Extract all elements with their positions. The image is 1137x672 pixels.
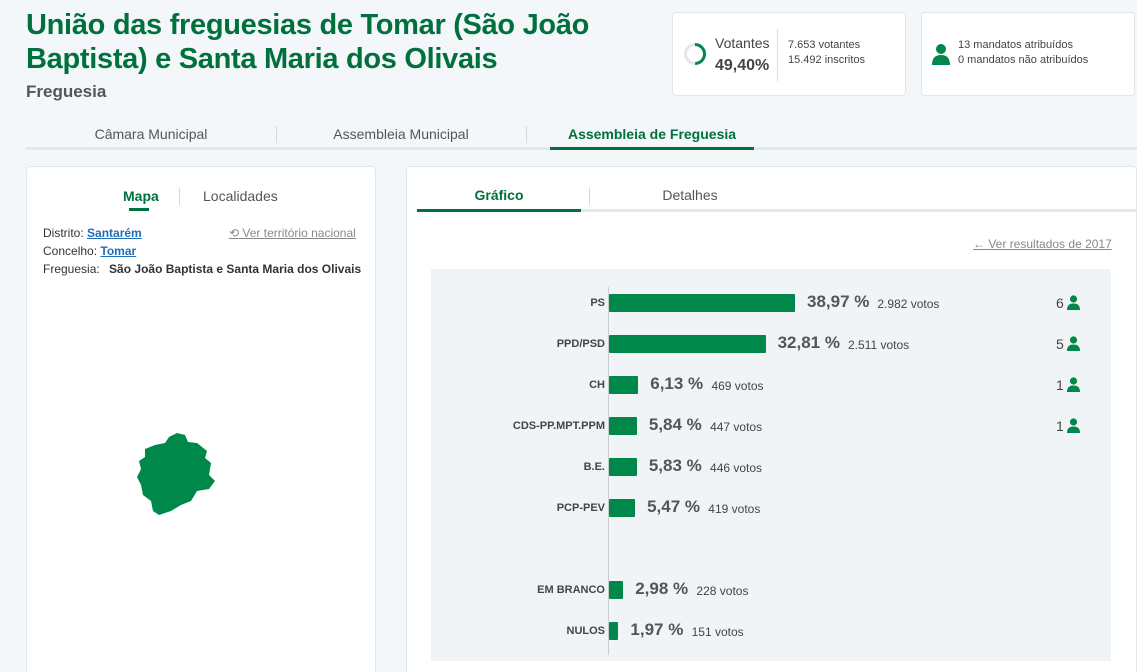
mandates-assigned: 13 mandatos atribuídos	[958, 39, 1073, 51]
person-icon	[932, 44, 950, 65]
parish-label: Freguesia:	[43, 262, 100, 276]
party-label: EM BRANCO	[537, 584, 605, 596]
parish-value: São João Baptista e Santa Maria dos Oliv…	[109, 262, 362, 276]
result-bar[interactable]	[609, 294, 795, 312]
tab-divider	[179, 188, 180, 205]
map-panel: Mapa Localidades Distrito: Santarém ⟲ Ve…	[26, 166, 376, 672]
parish-row: Freguesia: São João Baptista e Santa Mar…	[43, 262, 361, 276]
election-tabs: Câmara Municipal Assembleia Municipal As…	[26, 120, 1137, 150]
tab-divider	[276, 126, 277, 143]
active-tab-indicator	[417, 209, 581, 212]
turnout-divider	[777, 29, 778, 81]
result-bar[interactable]	[609, 335, 766, 353]
votes-label: 469 votos	[711, 379, 764, 393]
party-label: CDS-PP.MPT.PPM	[512, 420, 605, 432]
party-label: PCP-PEV	[556, 502, 605, 514]
tab-camara-municipal[interactable]: Câmara Municipal	[94, 126, 208, 142]
turnout-ring-icon	[684, 43, 706, 65]
municipality-row: Concelho: Tomar	[43, 244, 136, 258]
person-icon	[1067, 295, 1080, 310]
voters-count: 7.653 votantes	[788, 39, 861, 51]
tab-assembleia-freguesia[interactable]: Assembleia de Freguesia	[567, 126, 737, 142]
municipality-link[interactable]: Tomar	[100, 244, 137, 258]
votes-label: 228 votos	[696, 584, 749, 598]
mandates-count: 1	[1056, 418, 1064, 434]
result-bar[interactable]	[609, 499, 636, 517]
result-bar[interactable]	[609, 622, 619, 640]
votes-label: 446 votos	[710, 461, 763, 475]
person-icon	[1067, 377, 1080, 392]
percent-label: 5,84 %	[648, 415, 702, 434]
party-label: PS	[590, 297, 605, 309]
result-bar[interactable]	[609, 581, 624, 599]
mandates-count: 5	[1056, 336, 1064, 352]
votes-label: 447 votos	[710, 420, 763, 434]
national-territory-label: Ver território nacional	[242, 226, 356, 240]
votes-label: 419 votos	[708, 502, 761, 516]
results-tabs: Gráfico Detalhes	[417, 177, 1137, 212]
district-link[interactable]: Santarém	[87, 226, 142, 240]
tab-assembleia-municipal[interactable]: Assembleia Municipal	[333, 126, 469, 142]
percent-label: 32,81 %	[777, 333, 840, 352]
chart-axis	[608, 287, 609, 655]
district-label: Distrito:	[43, 226, 84, 240]
page-subtitle: Freguesia	[26, 82, 107, 101]
undo-icon: ⟲	[229, 226, 240, 240]
parish-map-shape[interactable]	[135, 431, 221, 517]
page-title: União das freguesias de Tomar (São João …	[26, 9, 590, 75]
percent-label: 1,97 %	[630, 620, 684, 639]
district-row: Distrito: Santarém	[43, 226, 142, 240]
active-tab-indicator	[129, 208, 149, 211]
turnout-percent: 49,40%	[715, 57, 770, 74]
mandates-count: 6	[1056, 295, 1064, 311]
active-tab-indicator	[550, 147, 754, 150]
party-label: B.E.	[583, 461, 605, 473]
percent-label: 6,13 %	[650, 374, 704, 393]
percent-label: 5,83 %	[648, 456, 702, 475]
national-territory-link[interactable]: ⟲ Ver território nacional	[229, 226, 356, 240]
mandates-unassigned: 0 mandatos não atribuídos	[958, 54, 1089, 66]
municipality-label: Concelho:	[43, 244, 98, 258]
percent-label: 5,47 %	[647, 497, 701, 516]
turnout-card: Votantes 49,40% 7.653 votantes 15.492 in…	[672, 12, 906, 96]
tab-grafico[interactable]: Gráfico	[474, 187, 524, 203]
person-icon	[1067, 418, 1080, 433]
result-bar[interactable]	[609, 376, 639, 394]
party-label: NULOS	[566, 625, 606, 637]
registered-count: 15.492 inscritos	[788, 54, 866, 66]
tab-divider	[589, 188, 590, 205]
arrow-left-icon: ←	[973, 237, 985, 251]
result-bar[interactable]	[609, 458, 637, 476]
result-bar[interactable]	[609, 417, 637, 435]
previous-results-label: Ver resultados de 2017	[988, 237, 1112, 251]
percent-label: 38,97 %	[807, 292, 870, 311]
votes-label: 2.982 votos	[877, 297, 940, 311]
person-icon	[1067, 336, 1080, 351]
votes-label: 2.511 votos	[847, 338, 910, 352]
tab-divider	[526, 126, 527, 143]
percent-label: 2,98 %	[635, 579, 689, 598]
results-panel: Gráfico Detalhes ← Ver resultados de 201…	[406, 166, 1137, 672]
party-label: CH	[589, 379, 605, 391]
results-bar-chart: PS 38,97 % 2.982 votos 6 PPD/PSD 32,81 % 2.511…	[431, 269, 1111, 661]
mandates-card: 13 mandatos atribuídos 0 mandatos não at…	[921, 12, 1135, 96]
previous-results-link[interactable]: ← Ver resultados de 2017	[973, 237, 1112, 251]
party-label: PPD/PSD	[556, 338, 605, 350]
votes-label: 151 votos	[691, 625, 744, 639]
turnout-label: Votantes	[715, 35, 770, 51]
tab-detalhes[interactable]: Detalhes	[662, 187, 718, 203]
mandates-count: 1	[1056, 377, 1064, 393]
tab-localidades[interactable]: Localidades	[203, 188, 278, 204]
tab-mapa[interactable]: Mapa	[123, 188, 159, 204]
